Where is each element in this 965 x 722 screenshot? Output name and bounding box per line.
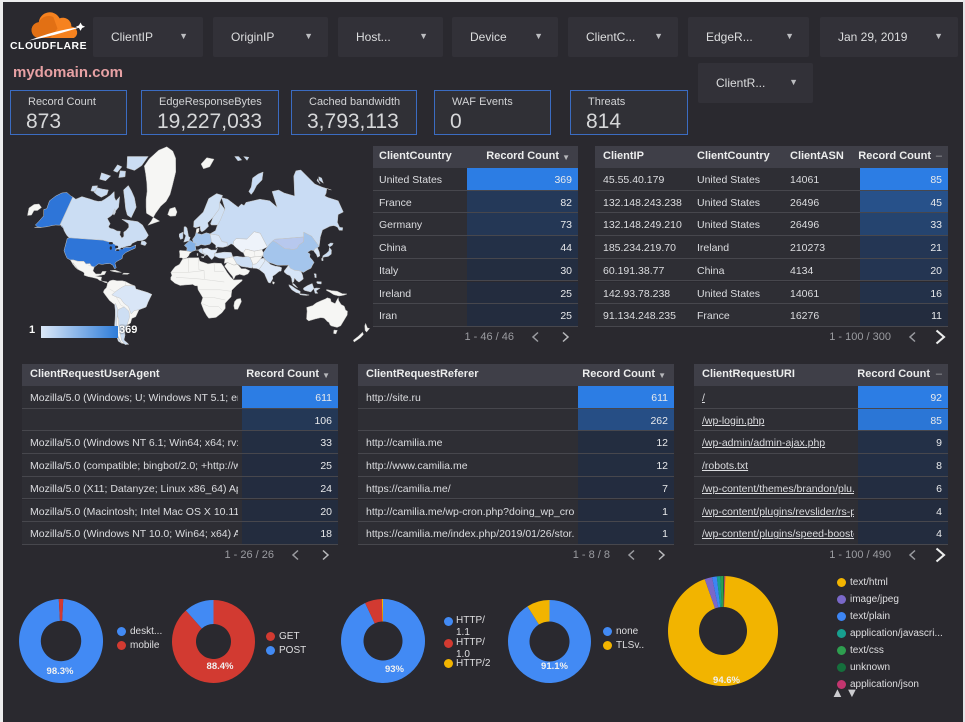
svg-text:CLOUDFLARE: CLOUDFLARE [10, 41, 87, 51]
